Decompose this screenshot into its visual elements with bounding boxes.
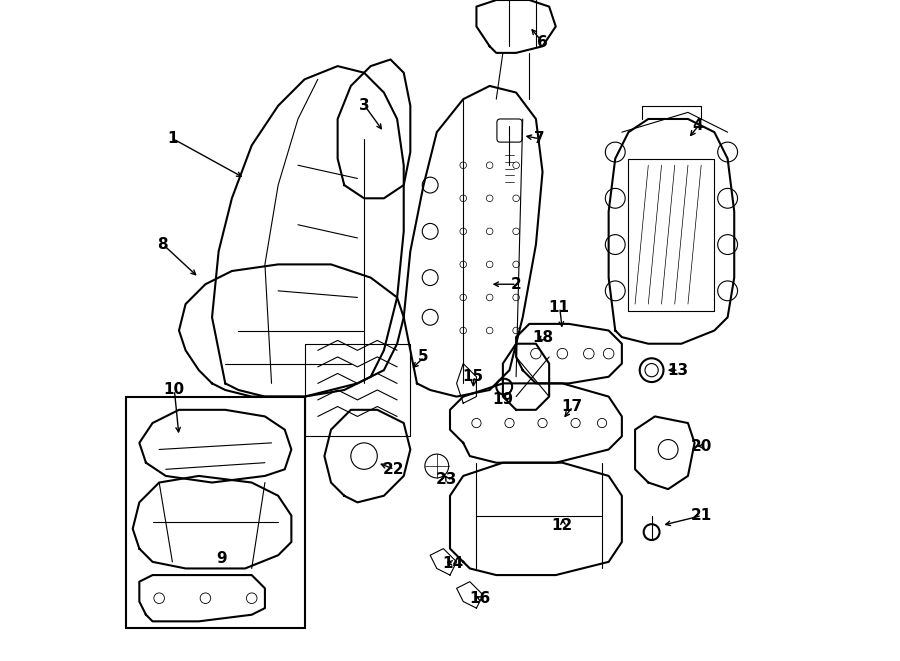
FancyBboxPatch shape bbox=[497, 119, 522, 142]
Text: 21: 21 bbox=[690, 508, 712, 523]
Text: 2: 2 bbox=[510, 277, 521, 292]
Text: 13: 13 bbox=[668, 363, 688, 377]
Text: 3: 3 bbox=[359, 98, 369, 113]
Text: 19: 19 bbox=[492, 393, 513, 407]
Text: 15: 15 bbox=[463, 369, 483, 384]
Text: 10: 10 bbox=[163, 383, 184, 397]
Text: 7: 7 bbox=[534, 132, 544, 146]
Text: 20: 20 bbox=[690, 439, 712, 453]
FancyBboxPatch shape bbox=[126, 397, 304, 628]
Text: 22: 22 bbox=[383, 462, 405, 477]
Text: 8: 8 bbox=[158, 237, 167, 252]
Text: 14: 14 bbox=[443, 556, 464, 570]
Text: 6: 6 bbox=[537, 36, 548, 50]
Text: 11: 11 bbox=[549, 300, 570, 315]
Text: 9: 9 bbox=[217, 551, 228, 566]
Text: 17: 17 bbox=[562, 399, 583, 414]
Text: 12: 12 bbox=[552, 518, 573, 533]
Text: 5: 5 bbox=[418, 350, 429, 364]
Text: 18: 18 bbox=[532, 330, 554, 344]
Text: 4: 4 bbox=[693, 118, 703, 133]
Text: 1: 1 bbox=[167, 132, 177, 146]
Text: 23: 23 bbox=[436, 472, 457, 486]
Text: 16: 16 bbox=[470, 592, 491, 606]
